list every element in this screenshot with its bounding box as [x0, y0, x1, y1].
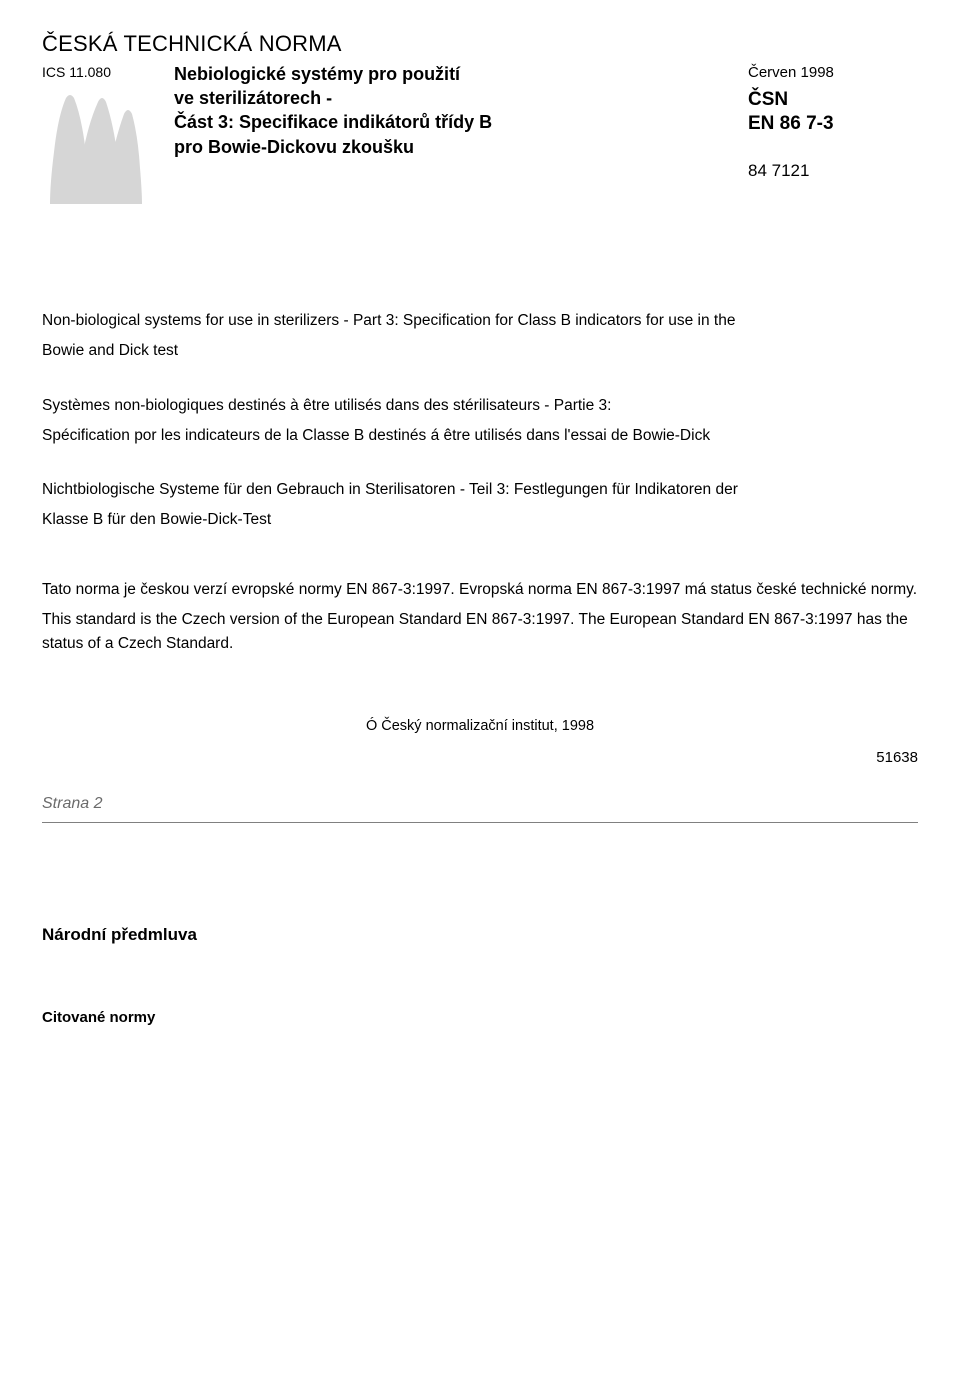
title-line-4: pro Bowie-Dickovu zkoušku	[174, 137, 414, 157]
classification-code: 84 7121	[748, 159, 918, 184]
title-fr-line-1: Systèmes non-biologiques destinés à être…	[42, 397, 611, 414]
standard-code: ČSN EN 86 7-3	[748, 88, 918, 137]
doc-title: ČESKÁ TECHNICKÁ NORMA	[42, 28, 918, 60]
title-line-3: Část 3: Specifikace indikátorů třídy B	[174, 112, 492, 132]
status-cz: Tato norma je českou verzí evropské norm…	[42, 578, 918, 602]
title-en-line-2: Bowie and Dick test	[42, 342, 178, 359]
status-en: This standard is the Czech version of th…	[42, 608, 918, 656]
cited-standards-heading: Citované normy	[42, 1007, 918, 1029]
issue-date: Červen 1998	[748, 62, 918, 84]
title-de-line-2: Klasse B für den Bowie-Dick-Test	[42, 511, 271, 528]
title-line-2: ve sterilizátorech -	[174, 88, 332, 108]
national-foreword-heading: Národní předmluva	[42, 923, 918, 948]
std-code-line-2: EN 86 7-3	[748, 113, 834, 134]
title-fr: Systèmes non-biologiques destinés à être…	[42, 391, 918, 451]
title-fr-line-2: Spécification por les indicateurs de la …	[42, 427, 710, 444]
standards-logo	[42, 82, 152, 208]
title-en: Non-biological systems for use in steril…	[42, 306, 918, 366]
header-block: ICS 11.080 Nebiologické systémy pro použ…	[42, 62, 918, 208]
document-number: 51638	[42, 747, 918, 769]
title-en-line-1: Non-biological systems for use in steril…	[42, 312, 735, 329]
copyright-line: Ó Český normalizační institut, 1998	[42, 716, 918, 737]
std-code-line-1: ČSN	[748, 89, 788, 110]
title-de: Nichtbiologische Systeme für den Gebrauc…	[42, 475, 918, 535]
main-title: Nebiologické systémy pro použití ve ster…	[174, 62, 730, 159]
ics-code: ICS 11.080	[42, 62, 152, 82]
title-line-1: Nebiologické systémy pro použití	[174, 64, 460, 84]
page-divider	[42, 822, 918, 823]
title-de-line-1: Nichtbiologische Systeme für den Gebrauc…	[42, 481, 738, 498]
page-label: Strana 2	[42, 792, 918, 815]
